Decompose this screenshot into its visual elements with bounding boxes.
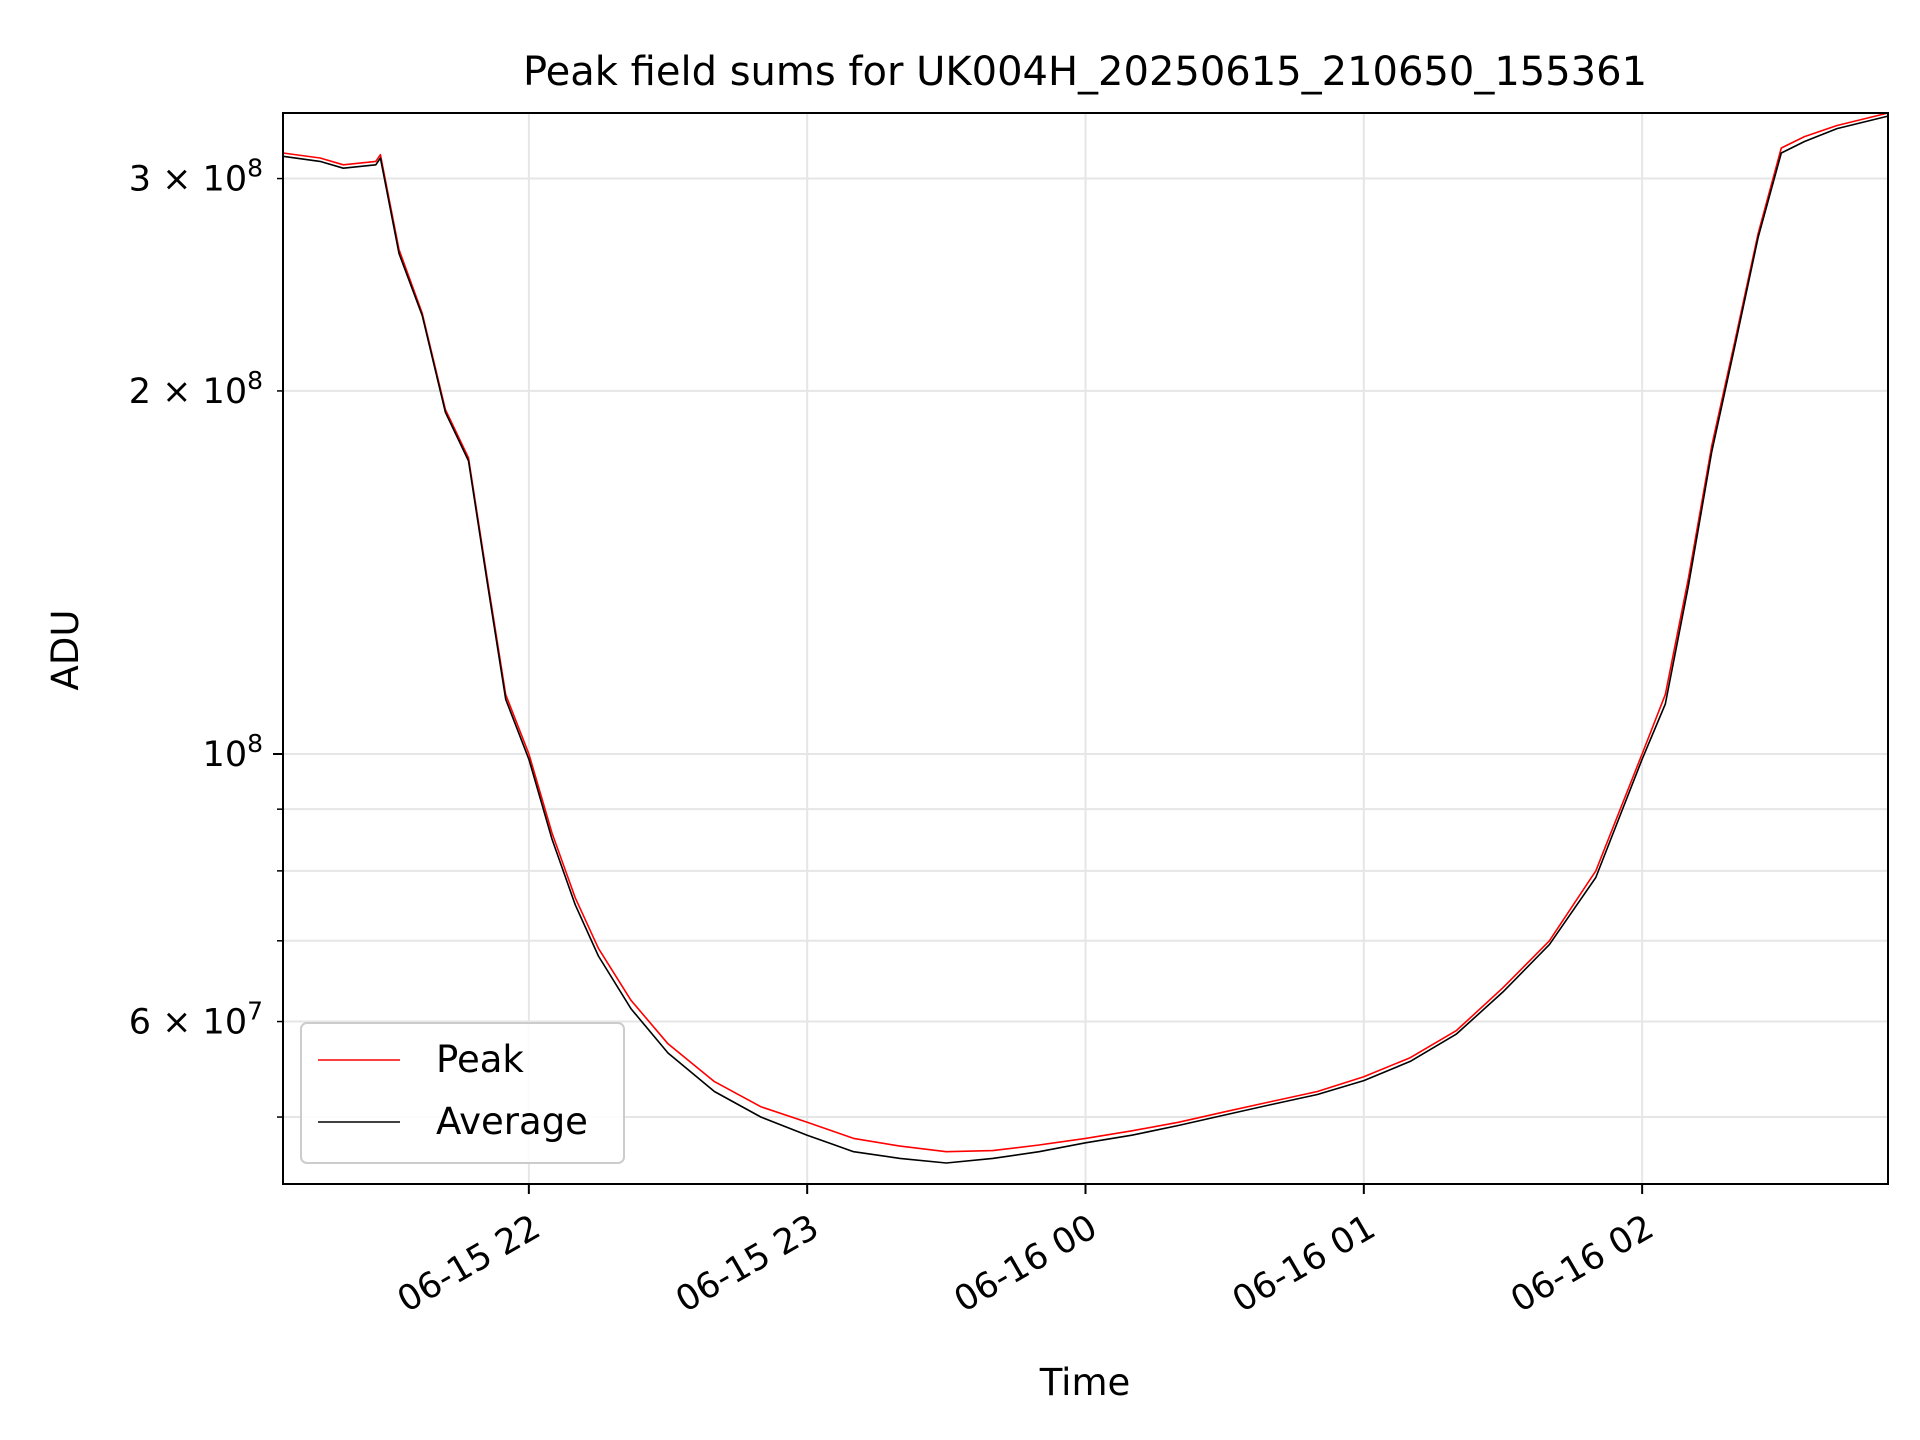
chart-title: Peak field sums for UK004H_20250615_2106… [523,49,1647,95]
y-tick-label: 3 × 108 [129,154,263,200]
x-axis-label: Time [1039,1361,1131,1404]
y-tick-label: 6 × 107 [129,997,263,1043]
legend-box [300,1022,625,1164]
legend-average-label: Average [436,1100,588,1143]
series-layer [282,112,1889,1164]
legend-peak-label: Peak [436,1038,524,1081]
y-axis: 108 3 × 108 2 × 108 6 × 107 [129,154,283,1118]
legend: Peak Average [300,1022,625,1164]
grid [283,113,1888,1184]
series-line-peak [282,112,1889,1153]
y-tick-label: 2 × 108 [129,366,263,412]
y-tick-label: 108 [203,729,263,775]
series-line-average [282,115,1889,1164]
y-axis-label: ADU [44,610,87,691]
